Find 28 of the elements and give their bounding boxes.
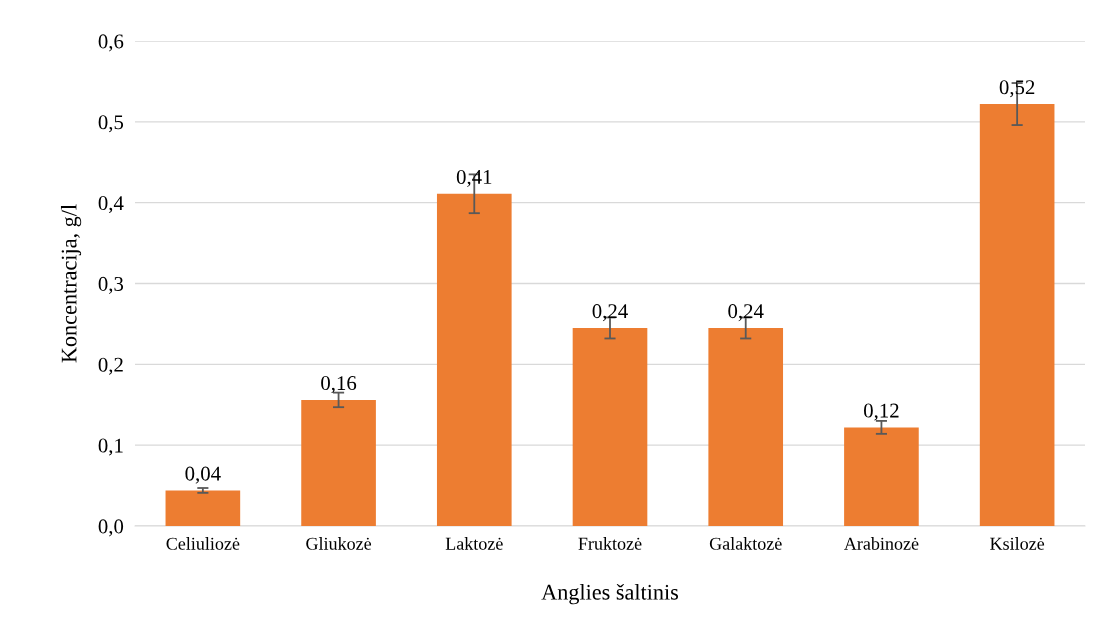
y-tick-label: 0,6 <box>98 34 124 52</box>
y-tick-label: 0,3 <box>98 276 124 294</box>
bar <box>165 490 241 526</box>
bar <box>979 104 1055 526</box>
bar <box>844 427 919 526</box>
bar <box>708 327 784 526</box>
x-tick-label: Gliukozė <box>306 537 372 550</box>
bar <box>301 399 376 526</box>
x-axis-title: Anglies šaltinis <box>541 584 679 605</box>
data-label: 0,12 <box>863 403 899 421</box>
x-tick-label: Galaktozė <box>709 537 782 550</box>
data-label: 0,04 <box>185 466 221 484</box>
x-tick-label: Fruktozė <box>578 537 642 550</box>
y-tick-label: 0,1 <box>98 438 123 456</box>
x-tick-label: Celiuliozė <box>166 537 240 550</box>
y-tick-label: 0,5 <box>98 115 124 133</box>
bar <box>436 193 512 526</box>
x-tick-label: Laktozė <box>445 537 503 550</box>
y-tick-label: 0,4 <box>98 196 124 214</box>
x-tick-label: Ksilozė <box>990 537 1045 550</box>
y-tick-label: 0,0 <box>98 519 124 537</box>
data-label: 0,24 <box>728 304 764 322</box>
data-label: 0,16 <box>321 376 357 394</box>
data-label: 0,24 <box>592 304 628 322</box>
bar <box>572 327 648 526</box>
y-tick-label: 0,2 <box>98 357 123 375</box>
y-axis-title: Koncentracija, g/l <box>60 204 82 363</box>
x-tick-label: Arabinozė <box>844 537 919 550</box>
